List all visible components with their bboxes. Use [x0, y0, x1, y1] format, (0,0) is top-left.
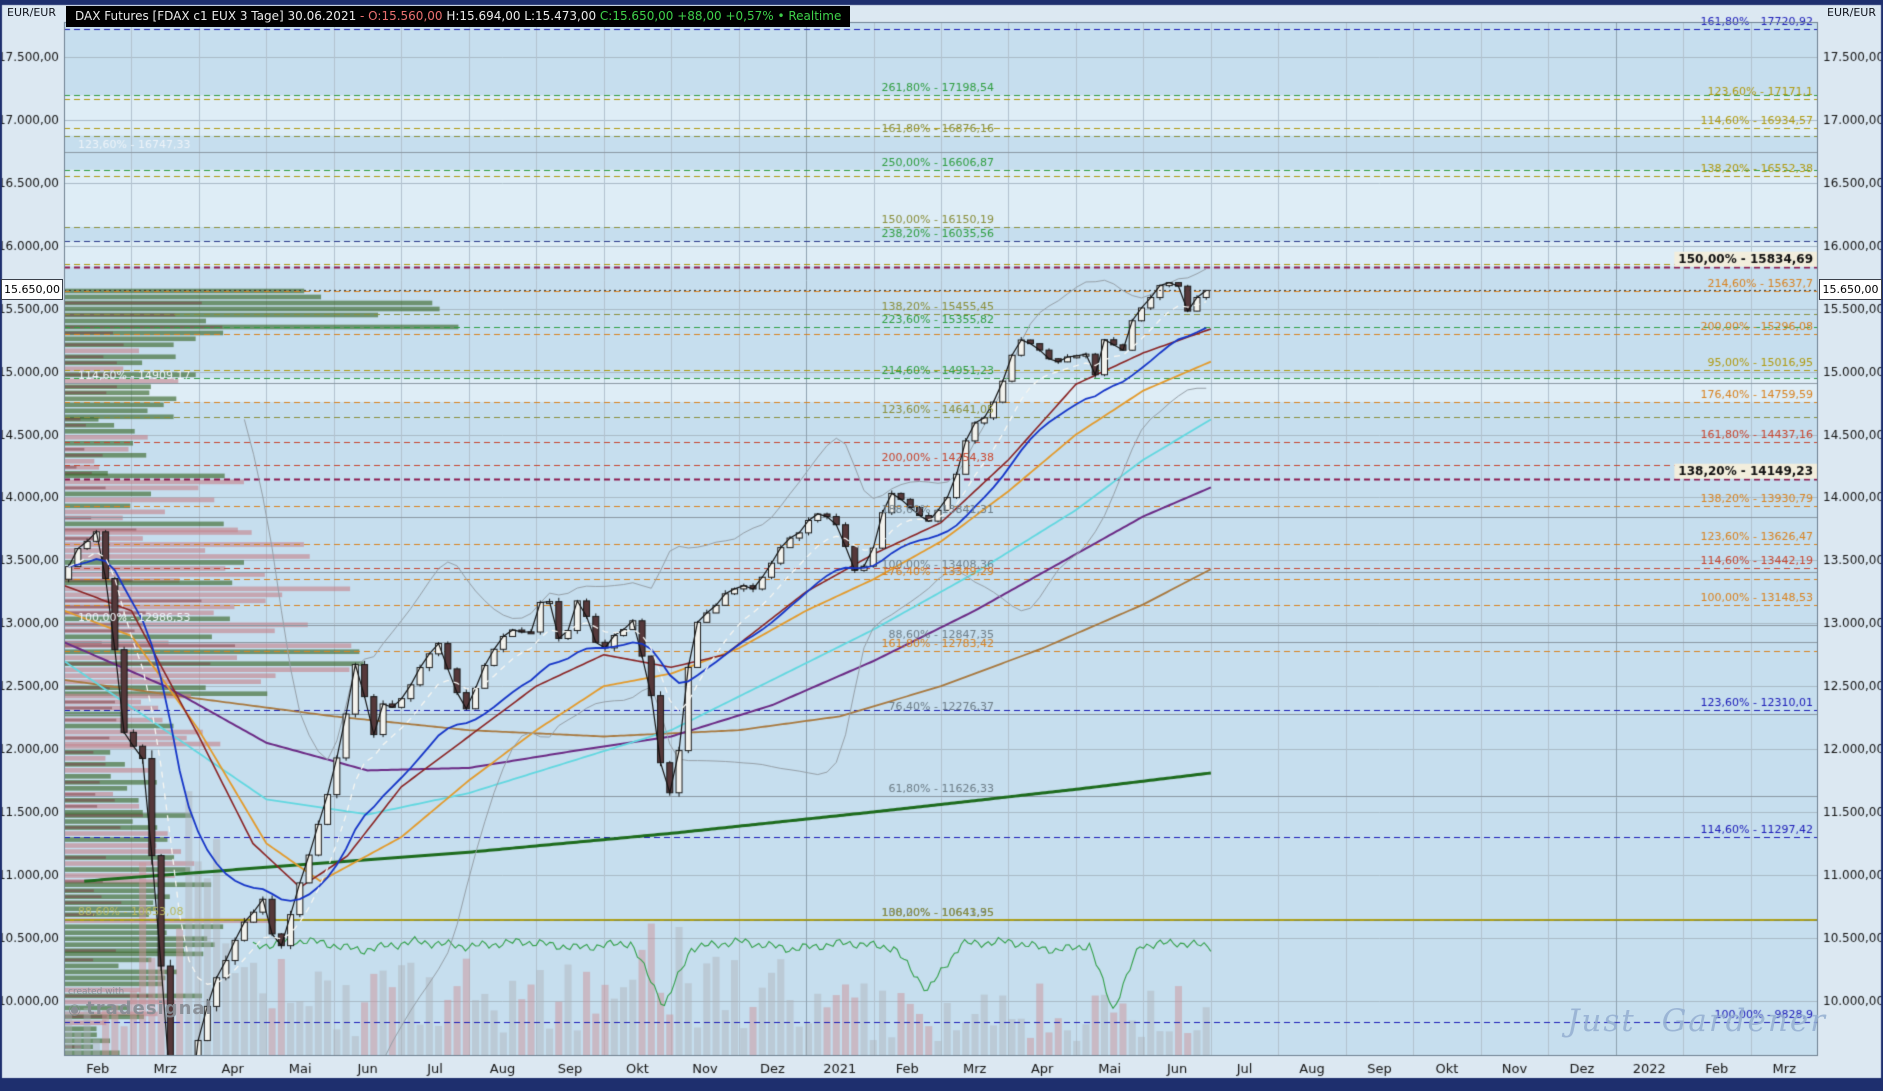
- title-realtime-status: • Realtime: [777, 9, 842, 23]
- logo-icon: ◉: [68, 1000, 83, 1018]
- title-high-low: H:15.694,00 L:15.473,00: [446, 9, 600, 23]
- last-price-badge-right: 15.650,00: [1819, 279, 1882, 300]
- title-close-change: C:15.650,00 +88,00 +0,57%: [599, 9, 778, 23]
- axis-unit-left: EUR/EUR: [7, 6, 56, 19]
- chart-provider-logo: created with ◉ tradesignal: [68, 987, 213, 1019]
- chart-title-bar: DAX Futures [FDAX c1 EUX 3 Tage] 30.06.2…: [66, 6, 851, 27]
- last-price-badge-left: 15.650,00: [1, 279, 63, 300]
- axis-unit-right: EUR/EUR: [1827, 6, 1876, 19]
- title-instrument: DAX Futures [FDAX c1 EUX 3 Tage] 30.06.2…: [75, 9, 361, 23]
- watermark-signature: Just Gardener: [1567, 1003, 1827, 1039]
- logo-note: created with: [68, 987, 125, 997]
- logo-wordmark: ◉ tradesignal: [68, 998, 213, 1019]
- title-open: - O:15.560,00: [360, 9, 447, 23]
